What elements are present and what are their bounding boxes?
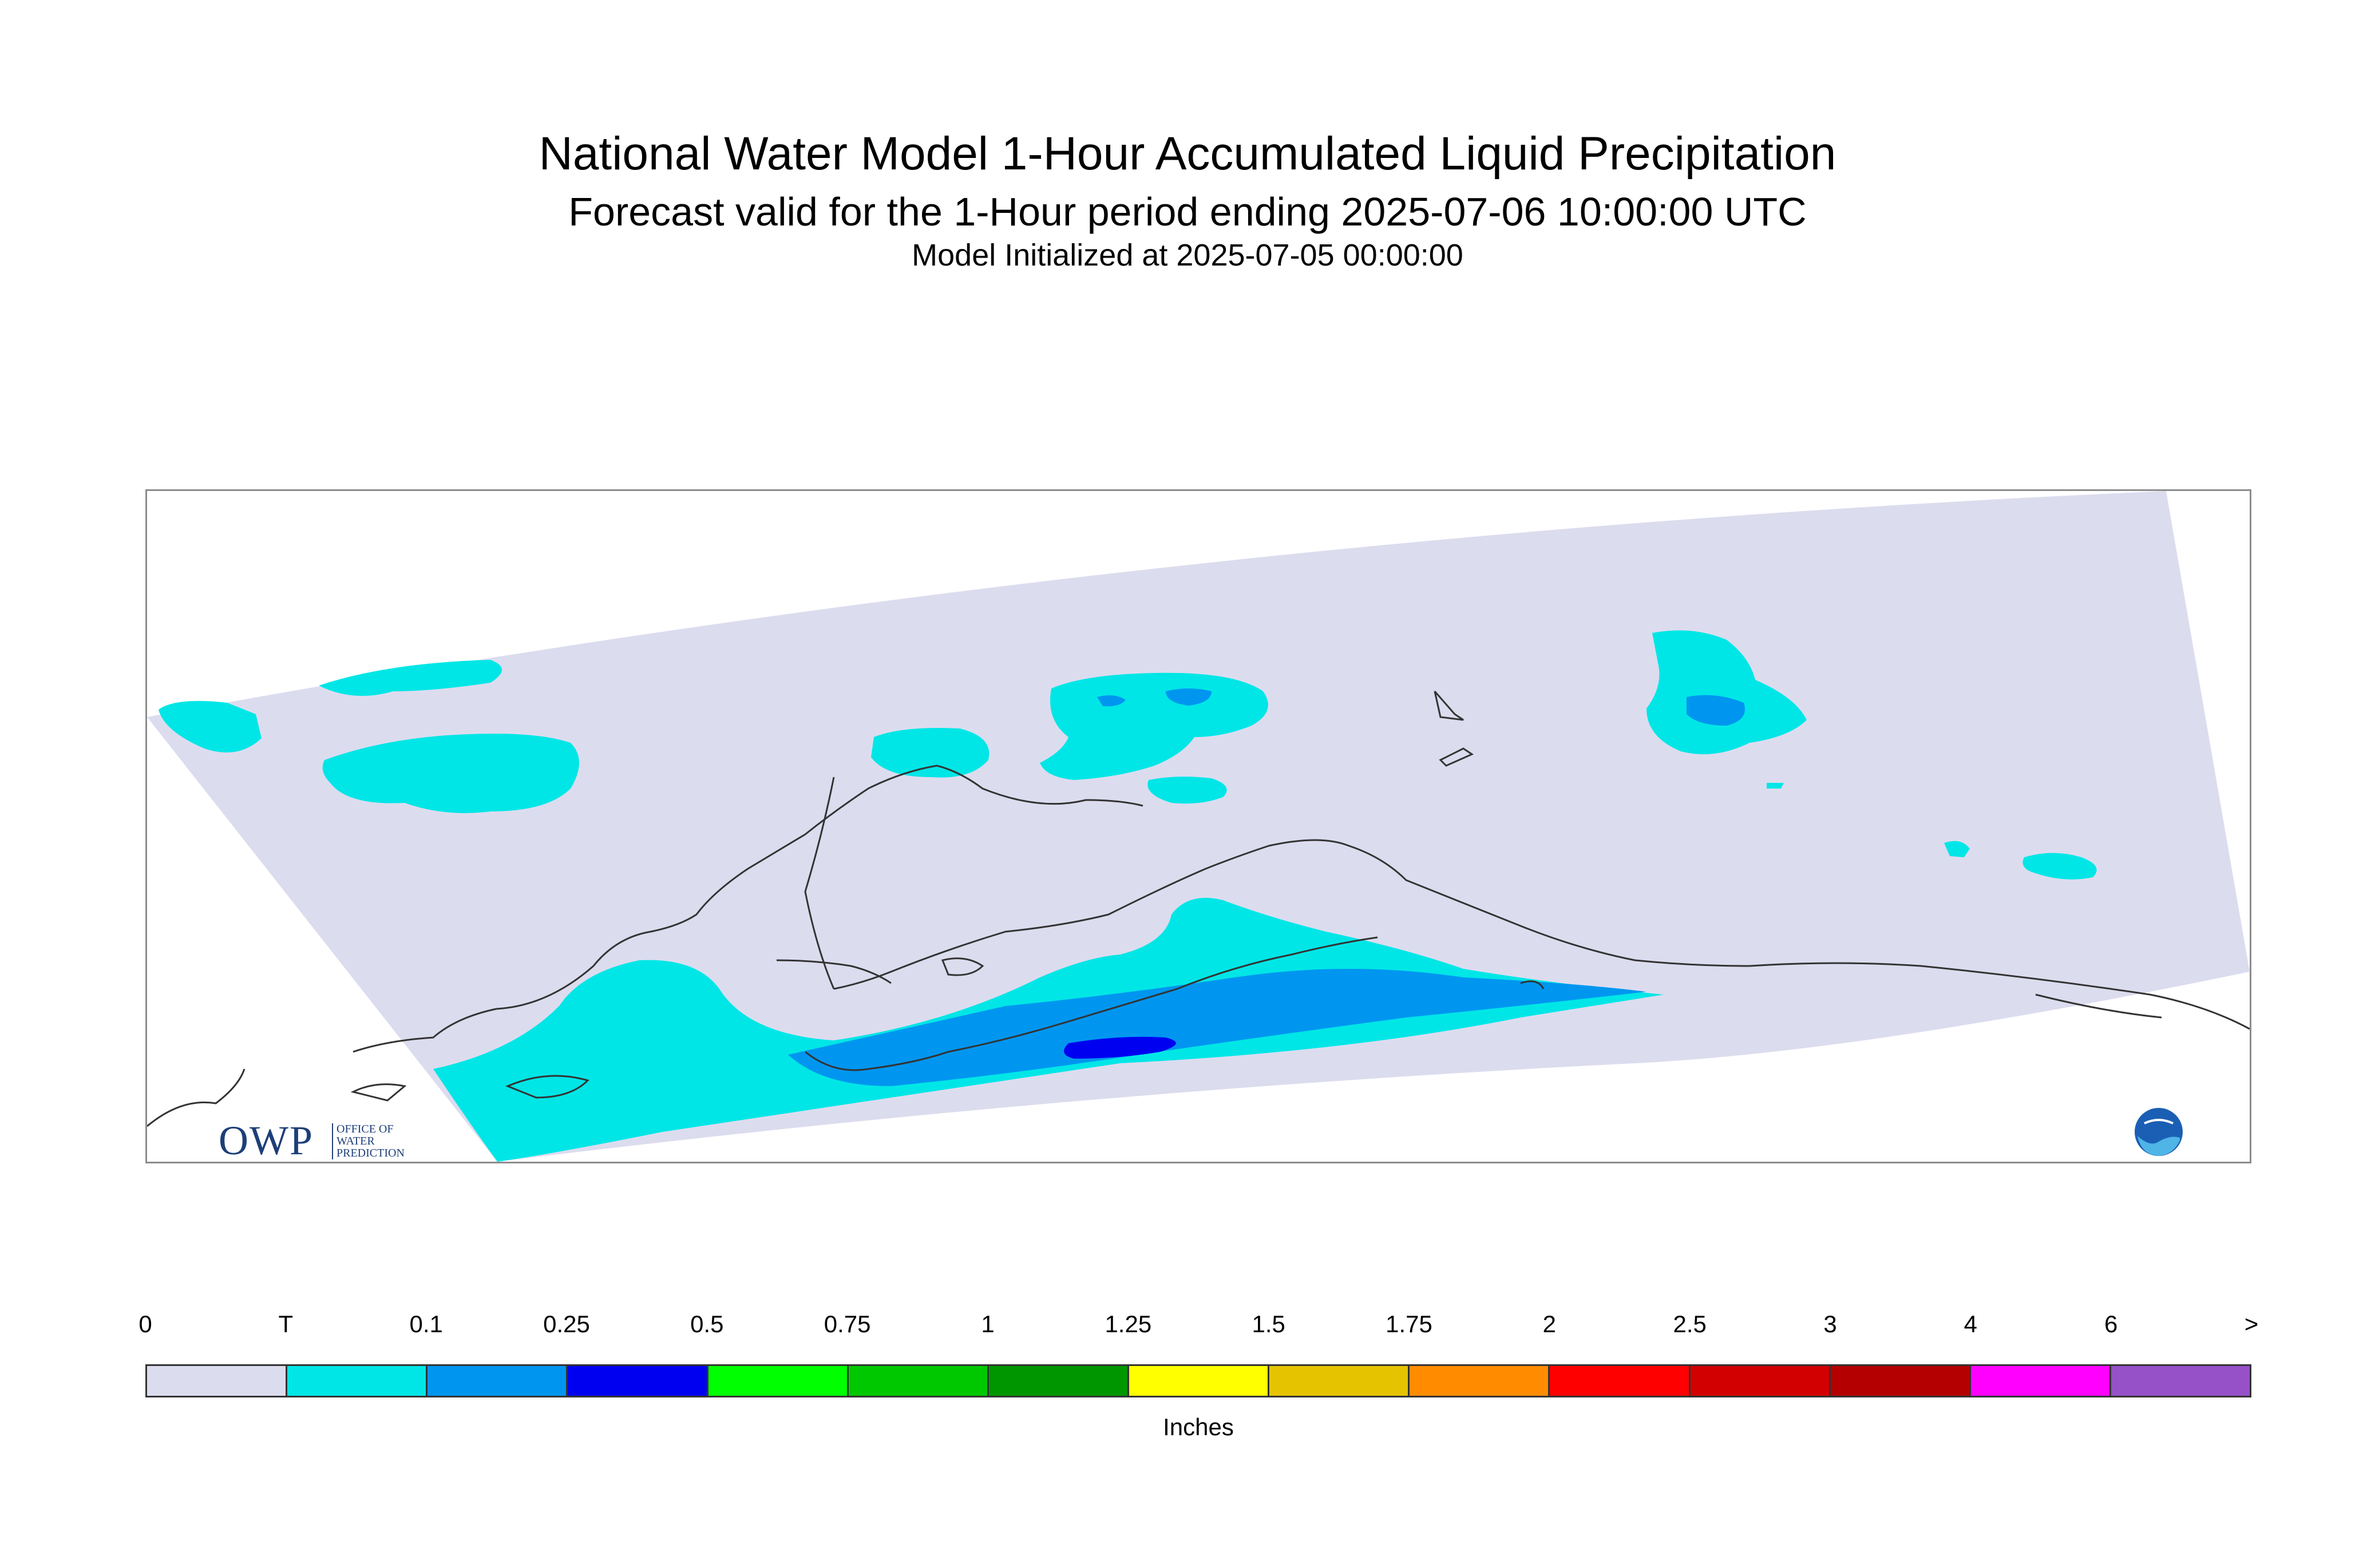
legend-swatch [428, 1366, 568, 1396]
map-subtitle: Forecast valid for the 1-Hour period end… [568, 189, 1807, 234]
precip-area [1944, 841, 1970, 857]
model-init-text: Model Initialized at 2025-07-05 00:00:00 [912, 238, 1463, 272]
color-legend: 0 T 0.1 0.25 0.5 0.75 1 1.25 1.5 1.75 2 2.5 3 4 6 > Inc… [138, 1310, 2258, 1442]
coastline [805, 936, 1378, 1071]
coastline [2035, 993, 2162, 1019]
owp-logo-line: PREDICTION [337, 1147, 405, 1159]
legend-tick-label: 0.5 [690, 1310, 724, 1337]
legend-swatch [2111, 1366, 2250, 1396]
legend-swatch [708, 1366, 849, 1396]
legend-tick-label: 2.5 [1673, 1310, 1707, 1337]
map-title: National Water Model 1-Hour Accumulated … [539, 128, 1836, 180]
legend-tick-label: 3 [1823, 1310, 1837, 1337]
legend-swatch [1830, 1366, 1971, 1396]
legend-swatch [1550, 1366, 1691, 1396]
legend-swatch [287, 1366, 428, 1396]
coastline [1520, 980, 1545, 989]
owp-logo-line: OFFICE OF [337, 1123, 394, 1135]
coastline [776, 959, 892, 984]
precip-area [871, 728, 989, 778]
precip-area [1040, 672, 1268, 780]
coastlines [147, 691, 2250, 1127]
coastline [353, 765, 1143, 1053]
owp-logo-line: WATER [337, 1135, 375, 1147]
legend-swatch [848, 1366, 989, 1396]
precip-area [1646, 630, 1807, 754]
legend-swatch [147, 1366, 288, 1396]
precip-area [319, 660, 502, 696]
precip-area [1147, 777, 1227, 804]
owp-logo-text: OFFICE OF WATER PREDICTION [332, 1123, 405, 1159]
legend-tick-label: > [2244, 1310, 2259, 1337]
coastline [147, 1068, 246, 1127]
legend-swatch [1970, 1366, 2111, 1396]
legend-swatch [1410, 1366, 1550, 1396]
legend-swatch [568, 1366, 708, 1396]
precip-area [1687, 695, 1745, 726]
precip-area [1166, 688, 1212, 706]
legend-swatch [1129, 1366, 1270, 1396]
colorbar [145, 1364, 2251, 1397]
legend-tick-label: 2 [1542, 1310, 1557, 1337]
noaa-logo [2135, 1108, 2183, 1156]
coastline [833, 839, 2250, 1030]
coastline [1439, 747, 1474, 767]
owp-logo: OWP OFFICE OF WATER PREDICTION [219, 1118, 448, 1163]
legend-swatch [988, 1366, 1129, 1396]
legend-tick-label: 1.5 [1252, 1310, 1285, 1337]
coastline [941, 957, 984, 976]
precipitation-map: OWP OFFICE OF WATER PREDICTION [145, 489, 2251, 1163]
legend-tick-label: 1.25 [1105, 1310, 1152, 1337]
coastline [350, 1083, 407, 1102]
legend-swatch [1269, 1366, 1410, 1396]
precip-area [322, 734, 579, 813]
legend-tick-label: 0 [138, 1310, 152, 1337]
precip-area [159, 700, 262, 753]
precip-area [788, 969, 1646, 1086]
legend-tick-label: T [278, 1310, 294, 1337]
legend-units: Inches [1163, 1413, 1234, 1440]
legend-tick-label: 0.75 [824, 1310, 871, 1337]
legend-tick-label: 1.75 [1386, 1310, 1432, 1337]
owp-logo-letters: OWP [219, 1118, 314, 1163]
legend-tick-label: 1 [981, 1310, 995, 1337]
coastline [505, 1075, 589, 1099]
coastline [1434, 691, 1464, 721]
precip-0-1-areas [788, 688, 1745, 1086]
legend-tick-label: 4 [1964, 1310, 1978, 1337]
precip-0-25-area [1064, 1036, 1176, 1059]
legend-tick-label: 0.1 [409, 1310, 443, 1337]
legend-swatch [1690, 1366, 1831, 1396]
coastline [804, 777, 835, 989]
model-domain [147, 491, 2250, 1162]
precip-area [2022, 853, 2097, 880]
legend-tick-label: 6 [2104, 1310, 2118, 1337]
precip-area [1767, 783, 1784, 789]
precip-area [1097, 695, 1126, 707]
legend-tick-label: 0.25 [543, 1310, 590, 1337]
